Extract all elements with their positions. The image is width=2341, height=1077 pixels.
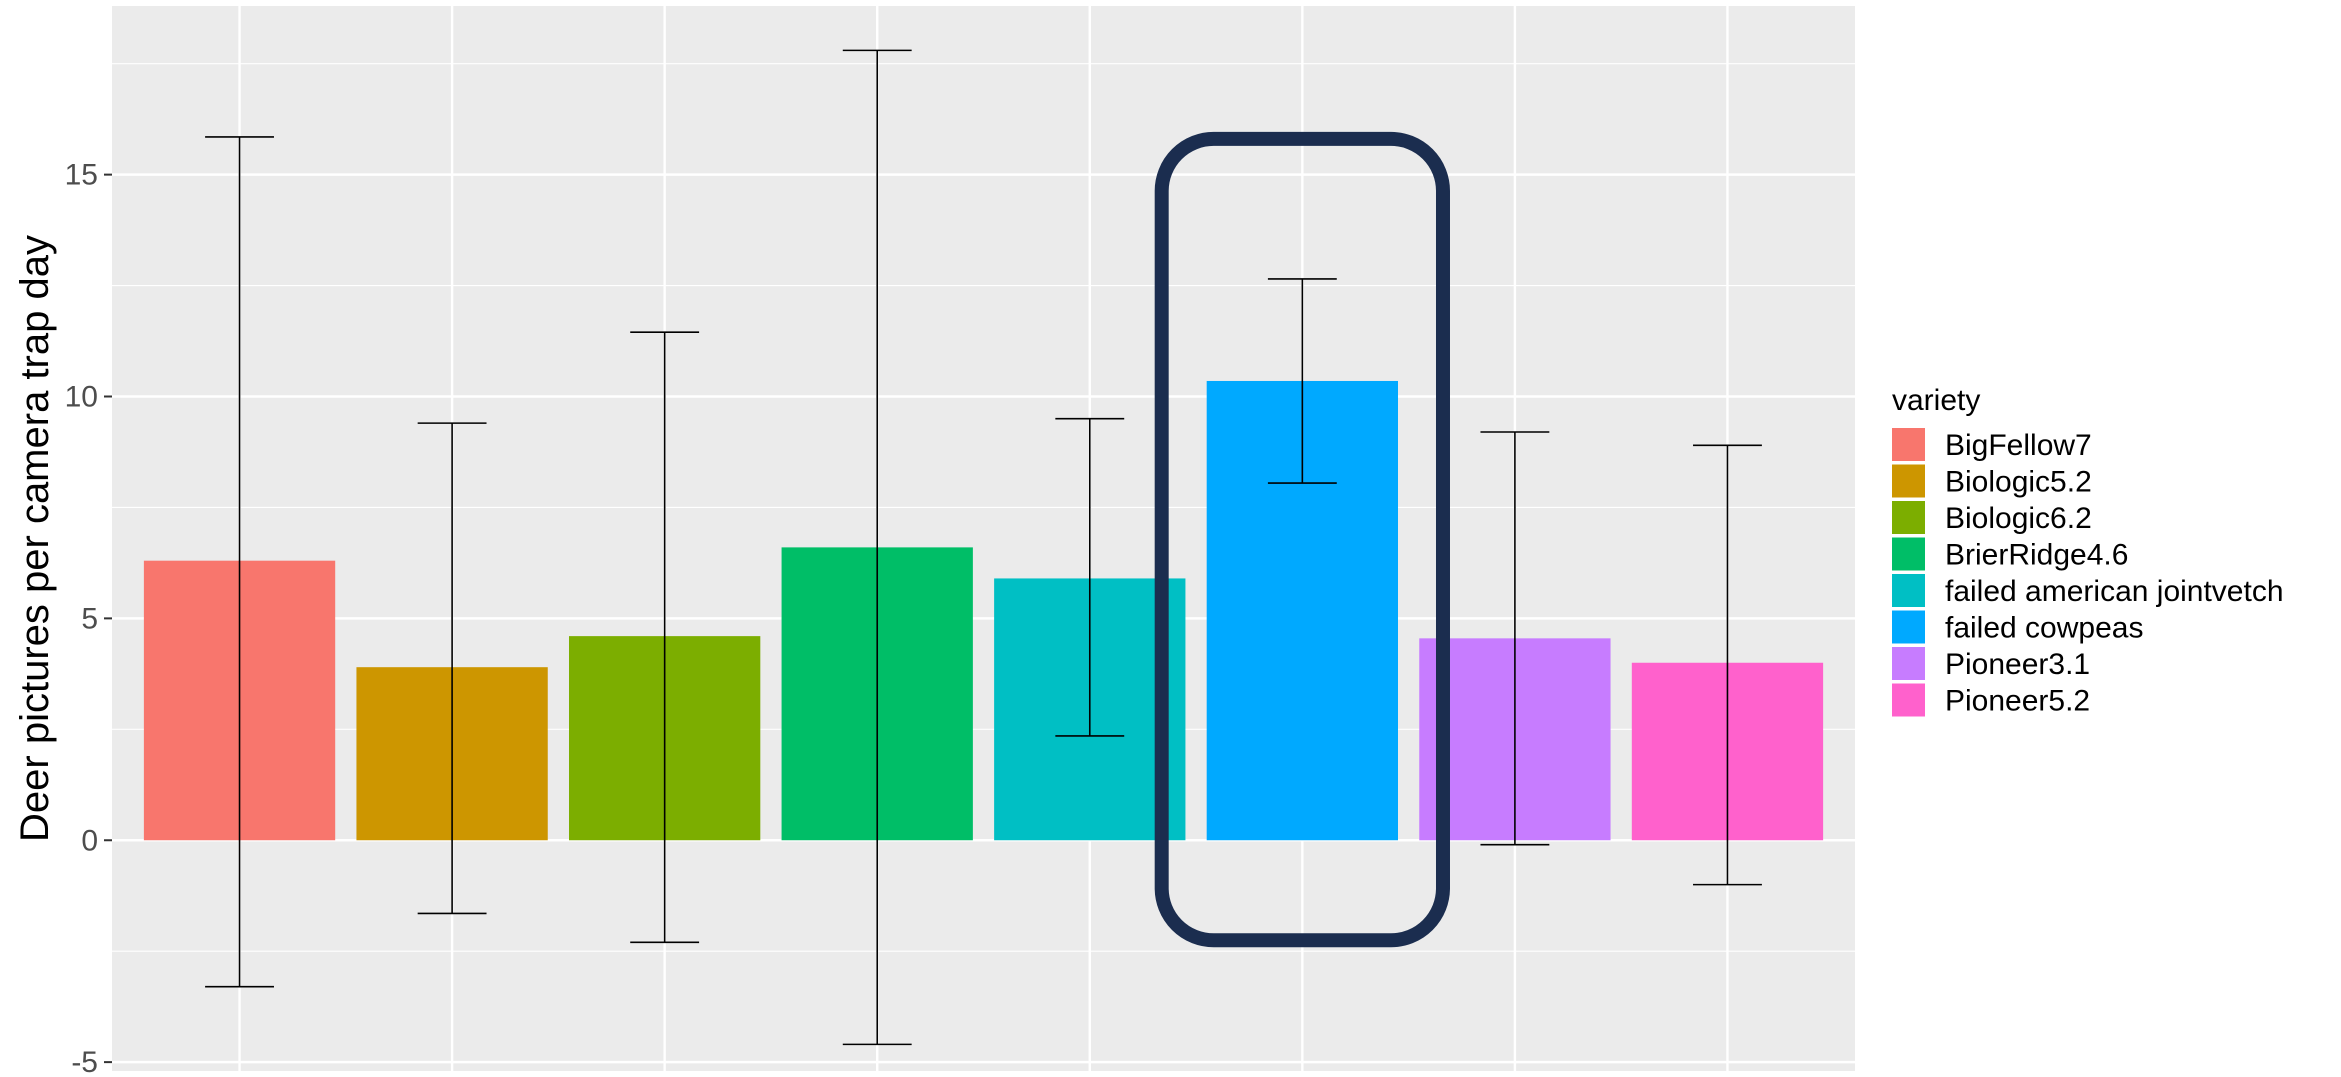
error-bars <box>205 49 1762 1046</box>
plot-panel <box>112 6 1855 1071</box>
error-bar <box>630 331 700 944</box>
legend-title: variety <box>1892 384 1980 417</box>
legend-swatch <box>1892 501 1925 534</box>
legend-label: Pioneer3.1 <box>1945 648 2090 681</box>
y-tick-label: -5 <box>71 1046 98 1077</box>
legend-item: BigFellow7 <box>1892 428 2092 462</box>
error-bar <box>1267 278 1337 484</box>
legend-label: Biologic6.2 <box>1945 502 2092 535</box>
legend: variety BigFellow7 Biologic5.2Biologic6.2… <box>1892 384 2284 718</box>
highlight-box <box>1154 131 1450 948</box>
error-bar <box>1693 444 1762 886</box>
legend-label: failed american jointvetch <box>1945 575 2284 608</box>
legend-item: failed cowpeas <box>1892 610 2143 645</box>
legend-item: Biologic5.2 <box>1892 464 2092 499</box>
legend-item: Biologic6.2 <box>1892 501 2092 535</box>
legend-swatch <box>1892 647 1925 680</box>
legend-swatch <box>1892 574 1925 607</box>
error-bar <box>1480 431 1550 846</box>
legend-item: failed american jointvetch <box>1892 574 2284 608</box>
y-tick-label: 10 <box>65 381 98 414</box>
y-tick-label: 15 <box>65 159 98 192</box>
legend-swatch <box>1892 683 1925 717</box>
error-bar <box>1055 417 1125 737</box>
legend-label: failed cowpeas <box>1945 612 2143 645</box>
legend-label: Pioneer5.2 <box>1945 685 2090 718</box>
legend-swatch <box>1892 610 1925 644</box>
highlight-group <box>1154 131 1450 948</box>
y-axis-title: Deer pictures per camera trap day <box>13 235 57 842</box>
error-bar <box>417 422 487 915</box>
legend-swatch <box>1892 428 1925 461</box>
error-bar <box>205 136 274 988</box>
legend-item: Pioneer3.1 <box>1892 647 2090 681</box>
legend-item: Pioneer5.2 <box>1892 683 2090 718</box>
y-tick-label: 5 <box>81 602 98 635</box>
legend-label: Biologic5.2 <box>1945 466 2092 499</box>
legend-swatch <box>1892 464 1925 498</box>
y-axis: -5 0 5 10 15 <box>65 159 112 1077</box>
legend-label: BrierRidge4.6 <box>1945 539 2128 572</box>
legend-label: BigFellow7 <box>1945 429 2092 462</box>
legend-item: BrierRidge4.6 <box>1892 537 2128 572</box>
error-bar <box>842 49 912 1046</box>
legend-swatch <box>1892 537 1925 571</box>
y-tick-label: 0 <box>81 824 98 857</box>
